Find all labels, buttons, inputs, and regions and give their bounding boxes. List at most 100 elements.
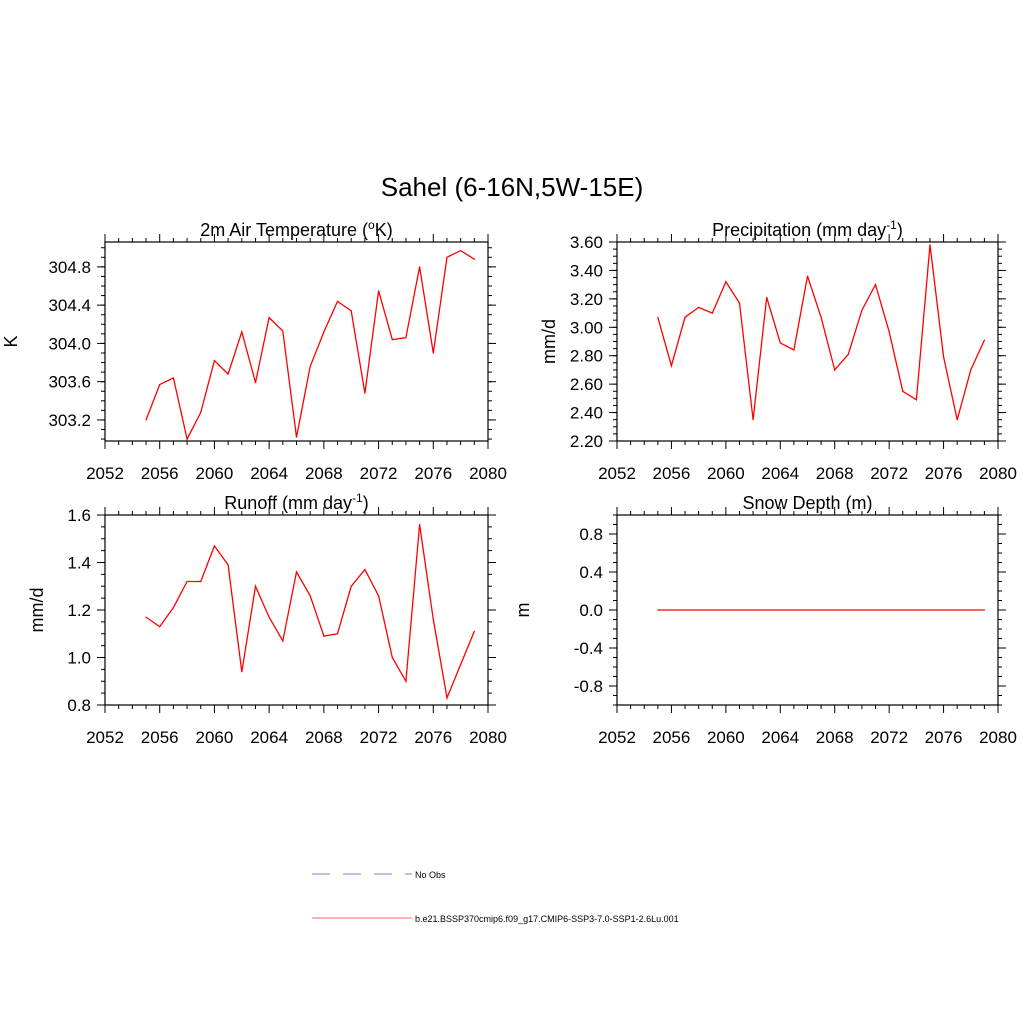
data-point: [956, 609, 958, 611]
data-point: [902, 390, 904, 392]
data-point: [847, 353, 849, 355]
y-tick-label: 3.20: [570, 290, 603, 309]
x-tick-label: 2060: [707, 464, 745, 483]
page-title: Sahel (6-16N,5W-15E): [381, 172, 644, 202]
data-point: [460, 250, 462, 252]
data-point: [323, 635, 325, 637]
data-point: [213, 545, 216, 547]
chart-title-end: ): [363, 493, 369, 513]
x-tick-label: 2076: [414, 728, 452, 747]
data-point: [254, 585, 257, 587]
data-point: [241, 331, 243, 333]
chart-panel-4: Snow Depth (m) 2052 2056 2060 2064 2068 2072 20…: [513, 493, 1017, 747]
data-point: [309, 595, 311, 597]
chart-title-main: 2m Air Temperature (: [200, 220, 368, 240]
data-point: [405, 337, 407, 339]
legend-label: b.e21.BSSP370cmip6.f09_g17.CMIP6-SSP3-7.…: [415, 914, 679, 924]
data-point: [295, 436, 298, 438]
data-point: [254, 382, 257, 384]
data-point: [834, 369, 836, 371]
data-point: [282, 330, 284, 332]
y-tick-label: 0.4: [579, 563, 603, 582]
series-line: [145, 524, 475, 701]
data-point: [820, 609, 822, 611]
data-point: [377, 290, 380, 292]
y-tick-label: 0.8: [67, 696, 91, 715]
y-tick-label: 1.6: [67, 506, 91, 525]
data-point: [200, 580, 202, 583]
x-tick-label: 2056: [141, 728, 179, 747]
legend: No Obs b.e21.BSSP370cmip6.f09_g17.CMIP6-S…: [312, 870, 679, 924]
chart-panel-2: Precipitation (mm day-1) 2052 2056 2060 2064…: [539, 218, 1017, 483]
data-point: [983, 339, 985, 341]
data-point: [929, 244, 931, 246]
data-point: [405, 680, 407, 682]
data-point: [432, 618, 434, 621]
data-point: [227, 373, 229, 375]
data-point: [929, 609, 931, 611]
chart-panel-1: 2m Air Temperature (oK) 2052 2056 2060 2064 2…: [1, 218, 507, 483]
legend-item: No Obs: [312, 870, 446, 880]
data-point: [725, 281, 727, 283]
data-point: [874, 609, 877, 611]
y-tick-label: 304.8: [48, 258, 91, 277]
data-point: [391, 656, 393, 659]
series-line: [657, 244, 985, 420]
x-tick-label: 2052: [598, 464, 636, 483]
data-point: [377, 595, 380, 597]
data-point: [970, 369, 972, 371]
data-point: [888, 330, 890, 333]
x-tick-label: 2068: [305, 728, 343, 747]
legend-label: No Obs: [415, 870, 446, 880]
data-point: [657, 316, 659, 318]
data-point: [983, 609, 985, 611]
data-point: [779, 342, 781, 344]
data-point: [172, 607, 174, 609]
data-point: [793, 349, 795, 351]
data-point: [323, 331, 325, 333]
series-line: [145, 249, 475, 441]
chart-title-superscript: -1: [352, 491, 363, 505]
y-tick-label: 2.80: [570, 347, 603, 366]
data-point: [684, 316, 686, 318]
data-point: [806, 275, 809, 277]
y-tick-label: 2.40: [570, 404, 603, 423]
x-tick-label: 2068: [816, 464, 854, 483]
y-tick-label: 2.60: [570, 375, 603, 394]
data-point: [446, 697, 448, 699]
x-tick-label: 2056: [653, 728, 691, 747]
data-point: [888, 609, 890, 611]
x-tick-label: 2064: [761, 728, 799, 747]
data-point: [834, 609, 836, 611]
data-point: [159, 626, 161, 628]
data-point: [186, 580, 188, 583]
data-point: [698, 609, 700, 611]
data-point: [861, 609, 863, 611]
chart-title: 2m Air Temperature (oK): [200, 218, 392, 240]
data-point: [861, 309, 863, 311]
data-point: [350, 310, 352, 312]
y-tick-label: -0.8: [574, 677, 603, 696]
data-point: [295, 571, 298, 573]
chart-title-main: Precipitation (mm day: [712, 220, 886, 240]
data-point: [419, 266, 421, 268]
data-point: [364, 569, 366, 571]
x-tick-label: 2052: [86, 728, 124, 747]
x-tick-label: 2060: [196, 728, 234, 747]
data-point: [766, 609, 768, 611]
data-point: [350, 585, 352, 587]
data-point: [145, 419, 147, 421]
data-point: [711, 312, 713, 314]
data-point: [711, 609, 713, 611]
data-point: [391, 338, 393, 341]
data-point: [159, 383, 161, 386]
chart-title: Runoff (mm day-1): [224, 491, 368, 513]
x-tick-label: 2056: [141, 464, 179, 483]
data-point: [902, 609, 904, 611]
data-point: [752, 419, 754, 421]
data-point: [970, 609, 972, 611]
chart-title-superscript: o: [368, 218, 375, 232]
y-tick-label: 3.00: [570, 318, 603, 337]
data-point: [698, 306, 700, 308]
x-tick-label: 2076: [925, 464, 963, 483]
